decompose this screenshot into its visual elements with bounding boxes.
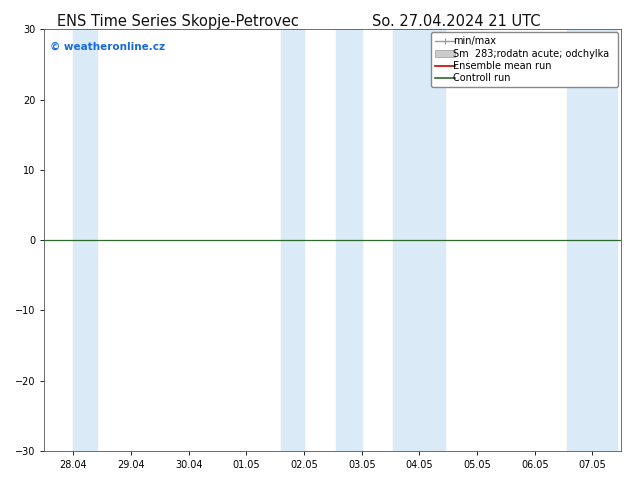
Bar [74,29,98,451]
Text: So. 27.04.2024 21 UTC: So. 27.04.2024 21 UTC [372,14,541,29]
Bar [567,29,617,451]
Bar [281,29,304,451]
Bar [394,29,445,451]
Legend: min/max, Sm  283;rodatn acute; odchylka, Ensemble mean run, Controll run: min/max, Sm 283;rodatn acute; odchylka, … [431,32,618,87]
Text: ENS Time Series Skopje-Petrovec: ENS Time Series Skopje-Petrovec [56,14,299,29]
Bar [336,29,361,451]
Text: © weatheronline.cz: © weatheronline.cz [50,42,165,52]
